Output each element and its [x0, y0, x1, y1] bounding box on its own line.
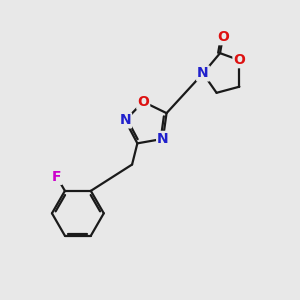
Text: O: O: [233, 53, 245, 67]
Text: O: O: [217, 30, 229, 44]
Text: N: N: [197, 66, 209, 80]
Text: F: F: [52, 170, 62, 184]
Text: N: N: [119, 113, 131, 128]
Text: O: O: [137, 95, 149, 109]
Text: N: N: [157, 132, 169, 146]
